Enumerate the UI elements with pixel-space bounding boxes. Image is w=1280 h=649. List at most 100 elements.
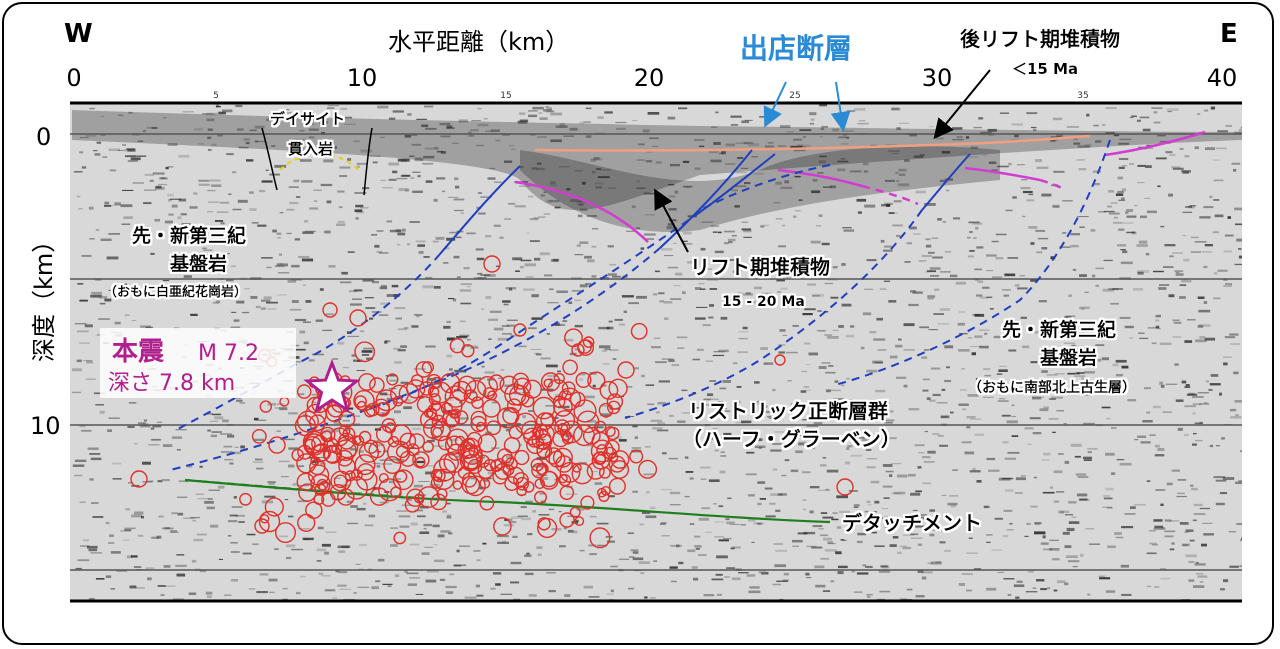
aftershock-circle <box>502 464 515 476</box>
aftershock-circle <box>535 433 553 451</box>
post-rift-age: ＜15 Ma <box>1012 60 1078 78</box>
aftershock-circle <box>610 460 630 479</box>
aftershock-circle <box>536 462 549 476</box>
aftershock-circle <box>390 384 410 404</box>
aftershock-circle <box>258 510 281 533</box>
aftershock-circle <box>368 441 386 459</box>
aftershock-circle <box>591 451 611 470</box>
aftershock-circle <box>329 483 347 501</box>
aftershock-circle <box>259 400 272 413</box>
aftershock-circle <box>413 493 424 504</box>
aftershock-circle <box>573 399 597 423</box>
aftershock-circle <box>552 430 570 448</box>
fault-arrow-1 <box>763 81 787 128</box>
aftershock-circle <box>515 476 530 491</box>
aftershock-circle <box>354 395 367 408</box>
aftershock-circle <box>451 380 472 402</box>
aftershock-circle <box>522 379 542 399</box>
post-rift-arrow <box>933 69 991 140</box>
aftershock-circle <box>251 428 267 444</box>
aftershock-circle <box>387 440 411 464</box>
post-rift-label: 後リフト期堆積物 <box>960 27 1120 51</box>
aftershock-circle <box>630 322 648 340</box>
rift-label: リフト期堆積物 <box>690 255 830 279</box>
fault-arrow-2 <box>830 81 851 132</box>
aftershock-circle <box>470 410 487 427</box>
aftershock-circle <box>291 448 305 462</box>
aftershock-circle <box>404 497 421 513</box>
y-tick-10: 10 <box>30 412 61 440</box>
west-label: W <box>64 19 93 49</box>
aftershock-circle <box>358 442 380 463</box>
basement-right-label-2: 基盤岩 <box>1039 346 1097 369</box>
x-major-ticks: 0 10 20 30 40 <box>66 64 1237 92</box>
x-tick-40: 40 <box>1207 64 1238 92</box>
rift-horizon-3-dashed <box>1039 178 1067 192</box>
aftershock-circle <box>501 453 515 467</box>
aftershock-circle <box>561 381 576 396</box>
aftershock-circle <box>598 402 614 418</box>
aftershock-circle <box>384 422 397 434</box>
aftershock-circle <box>561 390 572 401</box>
aftershock-circle <box>297 444 313 460</box>
fault-3b-dashed <box>699 164 831 211</box>
aftershock-circle <box>617 361 635 379</box>
aftershock-circle <box>320 430 333 442</box>
aftershock-circle <box>589 527 611 549</box>
basement-right-label-3: （おもに南部北上古生層） <box>968 379 1136 396</box>
mainshock-label-mag: M 7.2 <box>198 341 259 366</box>
aftershock-circle <box>569 506 581 518</box>
aftershock-circle <box>338 432 356 450</box>
aftershock-circle <box>460 447 483 470</box>
rift-horizon-4 <box>1104 130 1206 157</box>
aftershock-circle <box>437 435 453 451</box>
aftershock-circle <box>496 448 513 464</box>
aftershock-circle <box>414 456 426 468</box>
aftershock-circle <box>297 513 316 532</box>
aftershock-circle <box>552 447 573 468</box>
aftershock-circle <box>296 472 315 492</box>
aftershock-circle <box>386 373 399 386</box>
aftershock-circle <box>513 472 529 488</box>
aftershock-circle <box>415 361 433 378</box>
aftershock-circle <box>338 424 351 437</box>
aftershock-circle <box>527 435 541 448</box>
aftershock-circle <box>536 412 554 431</box>
aftershock-circle <box>580 495 595 510</box>
aftershock-circle <box>599 380 619 400</box>
aftershock-circle <box>296 453 317 474</box>
aftershock-circle <box>562 359 578 376</box>
aftershock-circle <box>534 478 546 490</box>
aftershock-circle <box>432 469 446 483</box>
aftershock-circle <box>486 420 501 436</box>
aftershock-circle <box>393 531 407 545</box>
aftershock-circle <box>638 459 658 479</box>
aftershock-circle <box>430 493 448 511</box>
aftershock-circle <box>590 439 614 463</box>
x-tick-30: 30 <box>922 64 953 92</box>
aftershock-circle <box>554 409 576 431</box>
aftershock-circle <box>502 407 520 425</box>
aftershock-circle <box>555 455 573 473</box>
aftershock-circle <box>356 469 378 491</box>
aftershock-circle <box>552 395 566 409</box>
x-minor-ticks: 5 15 25 35 <box>213 91 1089 101</box>
aftershock-circle <box>463 389 478 404</box>
fault-2-solid <box>659 149 753 249</box>
x-minor-tick-15: 15 <box>500 91 511 101</box>
aftershock-circle <box>254 518 270 534</box>
aftershock-circle <box>268 436 286 454</box>
aftershock-circle <box>493 517 512 536</box>
fault-4-dashed <box>624 209 923 419</box>
aftershock-circle <box>378 473 389 484</box>
y-tick-0: 0 <box>36 123 51 151</box>
aftershock-circle <box>406 443 420 457</box>
rift-horizon-1 <box>514 180 649 243</box>
fault-1-solid <box>439 165 521 255</box>
aftershock-circle <box>454 435 466 447</box>
dacite-intrusion <box>261 127 373 196</box>
aftershock-circle <box>503 436 521 454</box>
aftershock-circle <box>477 433 497 453</box>
aftershock-circle <box>443 396 463 416</box>
aftershock-circle <box>575 372 592 389</box>
